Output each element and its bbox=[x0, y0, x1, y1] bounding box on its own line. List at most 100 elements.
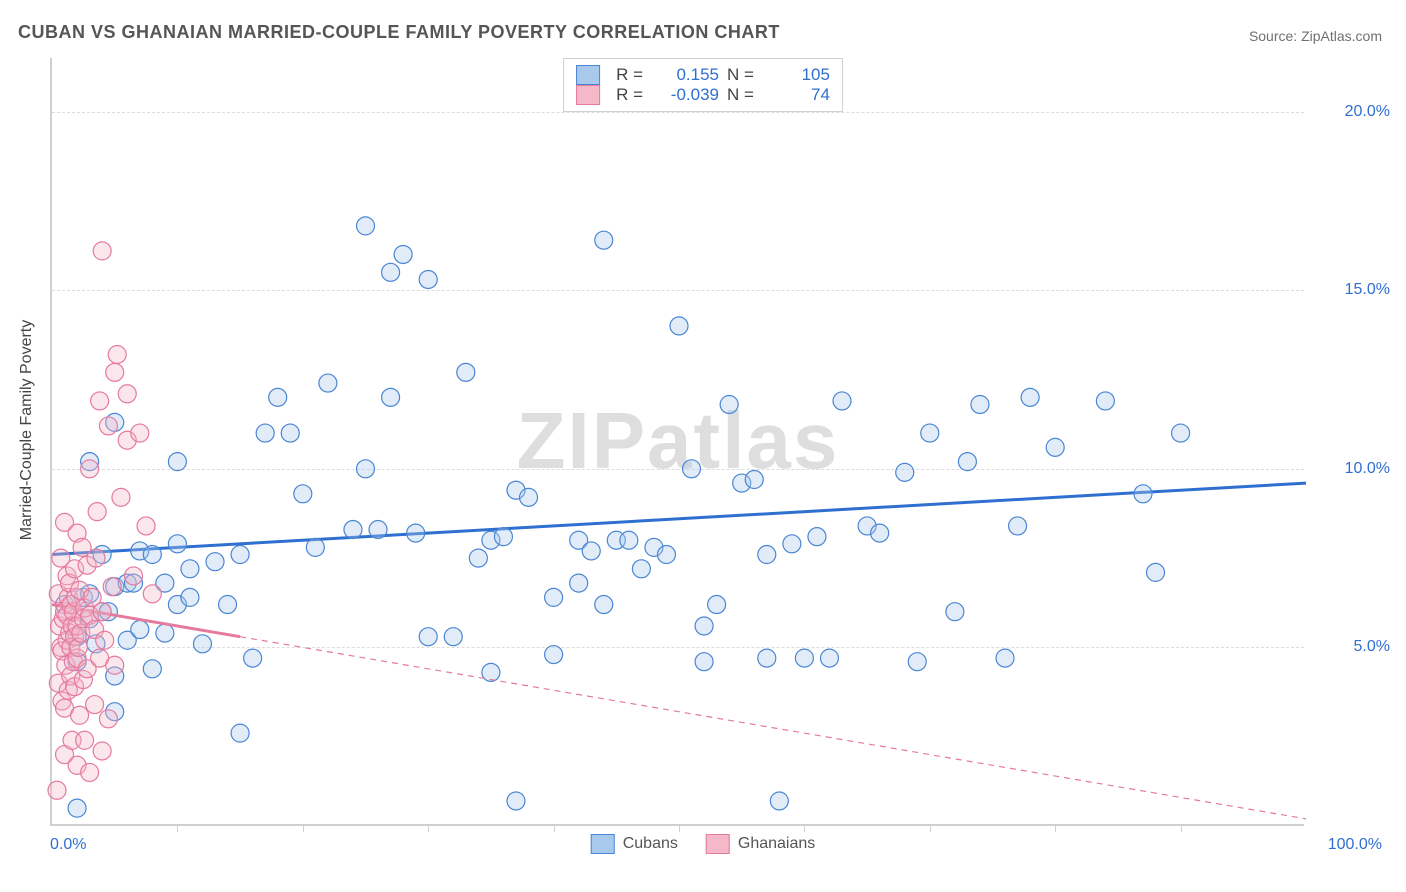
data-point-ghanaians bbox=[88, 503, 106, 521]
legend-swatch bbox=[576, 85, 600, 105]
n-value: 105 bbox=[762, 65, 830, 85]
data-point-ghanaians bbox=[108, 345, 126, 363]
data-point-cubans bbox=[319, 374, 337, 392]
data-point-cubans bbox=[896, 463, 914, 481]
data-point-ghanaians bbox=[91, 392, 109, 410]
y-tick-label: 15.0% bbox=[1320, 281, 1390, 299]
data-point-ghanaians bbox=[143, 585, 161, 603]
data-point-cubans bbox=[256, 424, 274, 442]
x-tick bbox=[1055, 824, 1056, 832]
legend-swatch bbox=[576, 65, 600, 85]
data-point-ghanaians bbox=[93, 242, 111, 260]
data-point-cubans bbox=[808, 528, 826, 546]
data-point-cubans bbox=[657, 546, 675, 564]
data-point-ghanaians bbox=[76, 731, 94, 749]
data-point-cubans bbox=[143, 546, 161, 564]
data-point-cubans bbox=[1147, 563, 1165, 581]
data-point-cubans bbox=[181, 588, 199, 606]
data-point-cubans bbox=[382, 388, 400, 406]
data-point-cubans bbox=[306, 538, 324, 556]
data-point-cubans bbox=[457, 363, 475, 381]
data-point-cubans bbox=[582, 542, 600, 560]
x-tick bbox=[303, 824, 304, 832]
data-point-cubans bbox=[344, 521, 362, 539]
data-point-cubans bbox=[620, 531, 638, 549]
data-point-cubans bbox=[570, 574, 588, 592]
data-point-cubans bbox=[131, 621, 149, 639]
data-point-cubans bbox=[394, 245, 412, 263]
data-point-ghanaians bbox=[99, 710, 117, 728]
data-point-ghanaians bbox=[137, 517, 155, 535]
data-point-cubans bbox=[971, 395, 989, 413]
data-point-cubans bbox=[143, 660, 161, 678]
data-point-cubans bbox=[833, 392, 851, 410]
data-point-cubans bbox=[382, 263, 400, 281]
source-attribution: Source: ZipAtlas.com bbox=[1249, 28, 1382, 44]
data-point-cubans bbox=[758, 649, 776, 667]
data-point-cubans bbox=[545, 646, 563, 664]
data-point-cubans bbox=[871, 524, 889, 542]
data-point-ghanaians bbox=[71, 706, 89, 724]
data-point-cubans bbox=[595, 231, 613, 249]
data-point-cubans bbox=[1021, 388, 1039, 406]
r-label: R = bbox=[616, 85, 643, 105]
data-point-cubans bbox=[545, 588, 563, 606]
correlation-legend: R =0.155N =105R =-0.039N =74 bbox=[563, 58, 843, 112]
data-point-cubans bbox=[946, 603, 964, 621]
data-point-ghanaians bbox=[125, 567, 143, 585]
data-point-cubans bbox=[745, 471, 763, 489]
data-point-cubans bbox=[494, 528, 512, 546]
data-point-ghanaians bbox=[86, 696, 104, 714]
data-point-ghanaians bbox=[96, 631, 114, 649]
data-point-cubans bbox=[708, 596, 726, 614]
legend-item-cubans: Cubans bbox=[591, 834, 678, 854]
x-tick bbox=[428, 824, 429, 832]
x-tick bbox=[554, 824, 555, 832]
data-point-ghanaians bbox=[106, 363, 124, 381]
n-value: 74 bbox=[762, 85, 830, 105]
data-point-cubans bbox=[996, 649, 1014, 667]
data-point-cubans bbox=[482, 663, 500, 681]
r-label: R = bbox=[616, 65, 643, 85]
x-axis-max-label: 100.0% bbox=[1328, 836, 1382, 854]
data-point-cubans bbox=[1134, 485, 1152, 503]
data-point-cubans bbox=[520, 488, 538, 506]
correlation-row-cubans: R =0.155N =105 bbox=[576, 65, 830, 85]
data-point-cubans bbox=[921, 424, 939, 442]
legend-item-ghanaians: Ghanaians bbox=[706, 834, 815, 854]
chart-title: CUBAN VS GHANAIAN MARRIED-COUPLE FAMILY … bbox=[18, 22, 780, 43]
data-point-cubans bbox=[695, 617, 713, 635]
data-point-cubans bbox=[595, 596, 613, 614]
data-point-cubans bbox=[231, 546, 249, 564]
bottom-legend: Cubans Ghanaians bbox=[591, 834, 816, 854]
data-point-cubans bbox=[469, 549, 487, 567]
data-point-ghanaians bbox=[48, 781, 66, 799]
trend-line-cubans bbox=[52, 483, 1306, 554]
scatter-svg bbox=[52, 58, 1304, 824]
y-tick-label: 10.0% bbox=[1320, 460, 1390, 478]
data-point-cubans bbox=[206, 553, 224, 571]
r-value: 0.155 bbox=[651, 65, 719, 85]
data-point-cubans bbox=[1009, 517, 1027, 535]
correlation-row-ghanaians: R =-0.039N =74 bbox=[576, 85, 830, 105]
data-point-cubans bbox=[193, 635, 211, 653]
data-point-cubans bbox=[281, 424, 299, 442]
x-tick bbox=[1181, 824, 1182, 832]
legend-label: Cubans bbox=[623, 835, 678, 852]
data-point-cubans bbox=[670, 317, 688, 335]
data-point-cubans bbox=[357, 460, 375, 478]
y-tick-label: 20.0% bbox=[1320, 103, 1390, 121]
data-point-ghanaians bbox=[106, 656, 124, 674]
data-point-ghanaians bbox=[118, 385, 136, 403]
plot-area: ZIPatlas 5.0%10.0%15.0%20.0% bbox=[50, 58, 1304, 826]
data-point-cubans bbox=[419, 270, 437, 288]
data-point-cubans bbox=[357, 217, 375, 235]
x-axis-min-label: 0.0% bbox=[50, 836, 86, 854]
data-point-cubans bbox=[720, 395, 738, 413]
data-point-cubans bbox=[795, 649, 813, 667]
data-point-cubans bbox=[444, 628, 462, 646]
data-point-cubans bbox=[244, 649, 262, 667]
data-point-ghanaians bbox=[93, 742, 111, 760]
data-point-cubans bbox=[219, 596, 237, 614]
data-point-cubans bbox=[770, 792, 788, 810]
